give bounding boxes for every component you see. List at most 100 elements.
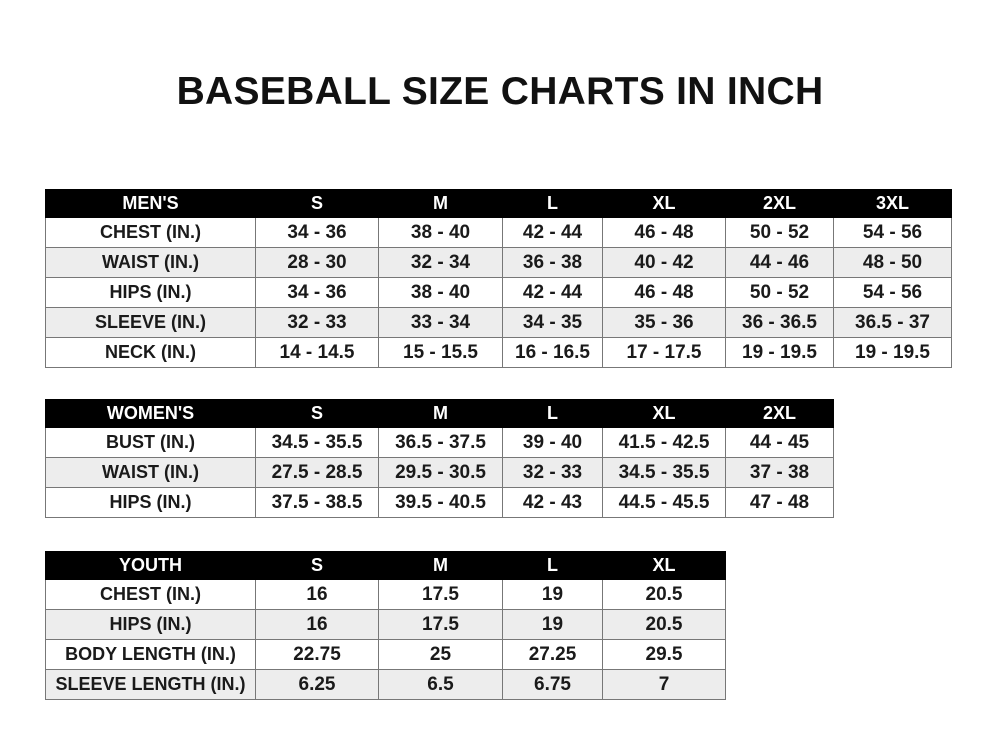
cell-value: 37.5 - 38.5 — [255, 487, 379, 518]
cell-value: 28 - 30 — [255, 247, 379, 278]
cell-value: 36 - 38 — [502, 247, 603, 278]
cell-value: 20.5 — [602, 609, 726, 640]
table-row: HIPS (IN.) 16 17.5 19 20.5 — [45, 609, 726, 640]
row-label: BUST (IN.) — [45, 427, 256, 458]
cell-value: 19 - 19.5 — [725, 337, 834, 368]
cell-value: 44 - 45 — [725, 427, 834, 458]
cell-value: 36.5 - 37 — [833, 307, 952, 338]
table-row: NECK (IN.) 14 - 14.5 15 - 15.5 16 - 16.5 17 … — [45, 337, 952, 368]
row-label: WOMEN'S — [45, 399, 256, 428]
cell-value: 37 - 38 — [725, 457, 834, 488]
cell-value: 2XL — [725, 399, 834, 428]
cell-value: M — [378, 189, 503, 218]
cell-value: 33 - 34 — [378, 307, 503, 338]
cell-value: L — [502, 551, 603, 580]
cell-value: 34 - 36 — [255, 277, 379, 308]
cell-value: L — [502, 189, 603, 218]
table-row: CHEST (IN.) 34 - 36 38 - 40 42 - 44 46 - 48 5… — [45, 217, 952, 248]
table-row: BODY LENGTH (IN.) 22.75 25 27.25 29.5 — [45, 639, 726, 670]
cell-value: 3XL — [833, 189, 952, 218]
row-label: CHEST (IN.) — [45, 217, 256, 248]
cell-value: 6.75 — [502, 669, 603, 700]
table-row: HIPS (IN.) 37.5 - 38.5 39.5 - 40.5 42 - 43 4… — [45, 487, 834, 518]
cell-value: 41.5 - 42.5 — [602, 427, 726, 458]
cell-value: 14 - 14.5 — [255, 337, 379, 368]
cell-value: 46 - 48 — [602, 277, 726, 308]
cell-value: 22.75 — [255, 639, 379, 670]
table-row: SLEEVE (IN.) 32 - 33 33 - 34 34 - 35 35 - 36… — [45, 307, 952, 338]
row-label: SLEEVE LENGTH (IN.) — [45, 669, 256, 700]
cell-value: 20.5 — [602, 579, 726, 610]
row-label: NECK (IN.) — [45, 337, 256, 368]
row-label: WAIST (IN.) — [45, 457, 256, 488]
row-label: HIPS (IN.) — [45, 487, 256, 518]
cell-value: M — [378, 399, 503, 428]
cell-value: 27.5 - 28.5 — [255, 457, 379, 488]
cell-value: 44.5 - 45.5 — [602, 487, 726, 518]
cell-value: 2XL — [725, 189, 834, 218]
cell-value: 39.5 - 40.5 — [378, 487, 503, 518]
cell-value: 36 - 36.5 — [725, 307, 834, 338]
mens-size-table: MEN'S S M L XL 2XL 3XL CHEST (IN.) 34 - 36 38 - 4… — [45, 189, 952, 368]
cell-value: 19 — [502, 579, 603, 610]
cell-value: S — [255, 189, 379, 218]
cell-value: 7 — [602, 669, 726, 700]
cell-value: 42 - 43 — [502, 487, 603, 518]
row-label: BODY LENGTH (IN.) — [45, 639, 256, 670]
page-title: BASEBALL SIZE CHARTS IN INCH — [176, 70, 824, 113]
cell-value: 38 - 40 — [378, 217, 503, 248]
cell-value: M — [378, 551, 503, 580]
cell-value: 29.5 - 30.5 — [378, 457, 503, 488]
cell-value: S — [255, 399, 379, 428]
cell-value: 32 - 33 — [502, 457, 603, 488]
cell-value: 50 - 52 — [725, 217, 834, 248]
cell-value: 36.5 - 37.5 — [378, 427, 503, 458]
table-row: WAIST (IN.) 27.5 - 28.5 29.5 - 30.5 32 - 33… — [45, 457, 834, 488]
row-label: YOUTH — [45, 551, 256, 580]
table-header-row: MEN'S S M L XL 2XL 3XL — [45, 189, 952, 218]
cell-value: 34.5 - 35.5 — [602, 457, 726, 488]
table-row: SLEEVE LENGTH (IN.) 6.25 6.5 6.75 7 — [45, 669, 726, 700]
youth-size-table: YOUTH S M L XL CHEST (IN.) 16 17.5 19 20.5 HIPS (I… — [45, 551, 726, 700]
cell-value: 25 — [378, 639, 503, 670]
cell-value: XL — [602, 189, 726, 218]
cell-value: 16 - 16.5 — [502, 337, 603, 368]
row-label: HIPS (IN.) — [45, 277, 256, 308]
table-row: BUST (IN.) 34.5 - 35.5 36.5 - 37.5 39 - 40 4… — [45, 427, 834, 458]
cell-value: 42 - 44 — [502, 217, 603, 248]
cell-value: L — [502, 399, 603, 428]
table-row: WAIST (IN.) 28 - 30 32 - 34 36 - 38 40 - 42 4… — [45, 247, 952, 278]
cell-value: 48 - 50 — [833, 247, 952, 278]
cell-value: 54 - 56 — [833, 217, 952, 248]
cell-value: 17 - 17.5 — [602, 337, 726, 368]
row-label: CHEST (IN.) — [45, 579, 256, 610]
cell-value: 17.5 — [378, 579, 503, 610]
row-label: WAIST (IN.) — [45, 247, 256, 278]
cell-value: 32 - 34 — [378, 247, 503, 278]
cell-value: 34.5 - 35.5 — [255, 427, 379, 458]
table-header-row: WOMEN'S S M L XL 2XL — [45, 399, 834, 428]
cell-value: 19 — [502, 609, 603, 640]
cell-value: XL — [602, 399, 726, 428]
cell-value: 34 - 35 — [502, 307, 603, 338]
cell-value: 15 - 15.5 — [378, 337, 503, 368]
cell-value: 6.25 — [255, 669, 379, 700]
cell-value: 6.5 — [378, 669, 503, 700]
cell-value: 47 - 48 — [725, 487, 834, 518]
cell-value: 42 - 44 — [502, 277, 603, 308]
cell-value: 34 - 36 — [255, 217, 379, 248]
cell-value: XL — [602, 551, 726, 580]
cell-value: 19 - 19.5 — [833, 337, 952, 368]
cell-value: 27.25 — [502, 639, 603, 670]
cell-value: 35 - 36 — [602, 307, 726, 338]
table-header-row: YOUTH S M L XL — [45, 551, 726, 580]
cell-value: 16 — [255, 609, 379, 640]
womens-size-table: WOMEN'S S M L XL 2XL BUST (IN.) 34.5 - 35.5 36.5… — [45, 399, 834, 518]
cell-value: 40 - 42 — [602, 247, 726, 278]
cell-value: 16 — [255, 579, 379, 610]
cell-value: 54 - 56 — [833, 277, 952, 308]
row-label: HIPS (IN.) — [45, 609, 256, 640]
table-row: HIPS (IN.) 34 - 36 38 - 40 42 - 44 46 - 48 50… — [45, 277, 952, 308]
cell-value: 38 - 40 — [378, 277, 503, 308]
cell-value: 39 - 40 — [502, 427, 603, 458]
